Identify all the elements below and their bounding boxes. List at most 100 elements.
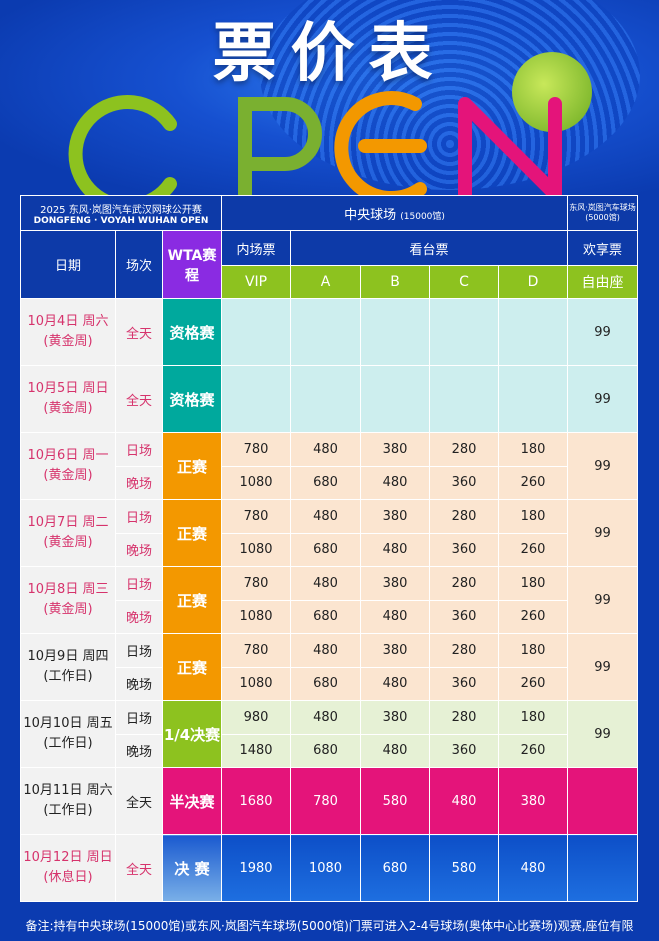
table-row: 10月9日 周四 (工作日) 日场 正赛 780 480 380 280 180 99 — [20, 633, 639, 701]
price-cell — [360, 298, 431, 366]
price-cell: 580 — [429, 834, 500, 902]
open-logo — [68, 91, 562, 204]
price-cell: 580 — [360, 767, 431, 835]
price-cell: 1080 — [221, 532, 292, 567]
day-type: (工作日) — [43, 803, 93, 818]
stage-cell: 资格赛 — [161, 298, 223, 366]
price-cell: 480 — [360, 465, 431, 500]
price-cell: 480 — [498, 834, 569, 902]
price-cell: 480 — [360, 532, 431, 567]
price-cell — [290, 298, 362, 366]
price-cell — [360, 365, 431, 433]
price-cell: 780 — [290, 767, 362, 835]
price-cell: 380 — [360, 700, 431, 735]
c-header: C — [429, 265, 500, 299]
fan-price-cell — [567, 834, 639, 902]
price-cell: 180 — [498, 566, 569, 601]
price-cell: 480 — [290, 432, 362, 467]
stage-cell: 正赛 — [161, 566, 223, 634]
vip-header: VIP — [221, 265, 292, 299]
price-cell: 360 — [429, 666, 500, 701]
session-cell: 晚场 — [115, 465, 163, 500]
price-cell: 180 — [498, 499, 569, 534]
voyah-court-capacity: (5000馆) — [585, 213, 620, 222]
table-row: 10月8日 周三 (黄金周) 日场 正赛 780 480 380 280 180 99 — [20, 566, 639, 634]
price-cell: 1080 — [221, 599, 292, 634]
table-row: 10月11日 周六 (工作日) 全天 半决赛 1680 780 580 480 380 — [20, 767, 639, 835]
page-title: 票价表 — [212, 17, 447, 91]
a-header: A — [290, 265, 362, 299]
session-header: 场次 — [115, 230, 163, 299]
session-cell: 日场 — [115, 432, 163, 467]
date-text: 10月7日 周二 — [27, 515, 109, 530]
table-row: 晚场 1080 680 480 360 260 — [21, 465, 638, 500]
session-cell: 日场 — [115, 633, 163, 668]
session-cell: 晚场 — [115, 733, 163, 768]
price-cell: 260 — [498, 465, 569, 500]
day-type: (工作日) — [43, 736, 93, 751]
date-cell: 10月8日 周三 (黄金周) — [20, 566, 116, 634]
price-cell: 280 — [429, 633, 500, 668]
price-cell: 380 — [498, 767, 569, 835]
price-cell: 680 — [290, 733, 362, 768]
price-cell: 1480 — [221, 733, 292, 768]
date-cell: 10月12日 周日 (休息日) — [20, 834, 116, 902]
date-cell: 10月11日 周六 (工作日) — [20, 767, 116, 835]
table-row: 10月12日 周日 (休息日) 全天决 赛 1980 1080 680 580 480 — [20, 834, 639, 902]
price-cell — [498, 365, 569, 433]
session-cell: 全天 — [115, 834, 163, 902]
price-cell — [429, 298, 500, 366]
event-name-en: DONGFENG · VOYAH WUHAN OPEN — [33, 215, 209, 226]
price-cell: 680 — [290, 666, 362, 701]
stage-cell: 正赛 — [161, 499, 223, 567]
session-cell: 晚场 — [115, 666, 163, 701]
free-seat-header: 自由座 — [567, 265, 639, 299]
d-header: D — [498, 265, 569, 299]
wta-header: WTA赛程 — [161, 230, 223, 299]
price-cell: 1980 — [221, 834, 292, 902]
price-cell: 680 — [290, 532, 362, 567]
footnote: 备注:持有中央球场(15000馆)或东风·岚图汽车球场(5000馆)门票可进入2… — [25, 919, 634, 933]
price-cell: 780 — [221, 432, 292, 467]
date-text: 10月5日 周日 — [27, 381, 109, 396]
price-cell: 360 — [429, 532, 500, 567]
day-type: (休息日) — [43, 870, 93, 885]
table-row: 10月6日 周一 (黄金周) 日场 正赛 780 480 380 280 180 99 — [20, 432, 639, 500]
price-cell: 360 — [429, 733, 500, 768]
stage-cell: 1/4决赛 — [161, 700, 223, 768]
price-cell: 380 — [360, 566, 431, 601]
date-header: 日期 — [20, 230, 116, 299]
price-cell: 180 — [498, 432, 569, 467]
session-cell: 全天 — [115, 767, 163, 835]
price-cell: 1080 — [221, 465, 292, 500]
stage-cell: 正赛 — [161, 432, 223, 500]
price-cell: 680 — [290, 599, 362, 634]
day-type: (黄金周) — [43, 334, 93, 349]
date-cell: 10月10日 周五 (工作日) — [20, 700, 116, 768]
day-type: (黄金周) — [43, 468, 93, 483]
voyah-court-header: 东风·岚图汽车球场 (5000馆) — [567, 195, 639, 231]
table-row: 10月10日 周五 (工作日) 日场 1/4决赛 980 480 380 280 180 99 — [20, 700, 639, 768]
price-cell: 380 — [360, 432, 431, 467]
table-row: 10月7日 周二 (黄金周) 日场 正赛 780 480 380 280 180 99 — [20, 499, 639, 567]
center-court-label: 中央球场 — [344, 207, 397, 223]
fan-price-cell: 99 — [567, 298, 639, 366]
price-cell: 280 — [429, 700, 500, 735]
date-cell: 10月5日 周日 (黄金周) — [20, 365, 116, 433]
price-cell: 280 — [429, 566, 500, 601]
event-name-cn: 2025 东风·岚图汽车武汉网球公开赛 — [40, 204, 202, 216]
table-row: 10月4日 周六 (黄金周) 全天 资格赛 99 — [20, 298, 639, 366]
price-cell: 480 — [290, 633, 362, 668]
voyah-court-label: 东风·岚图汽车球场 — [569, 203, 636, 212]
price-cell: 480 — [429, 767, 500, 835]
price-cell: 780 — [221, 633, 292, 668]
date-text: 10月4日 周六 — [27, 314, 109, 329]
date-text: 10月11日 周六 — [23, 783, 113, 798]
price-cell — [498, 298, 569, 366]
price-cell: 780 — [221, 499, 292, 534]
stage-cell: 半决赛 — [161, 767, 223, 835]
price-cell: 480 — [290, 700, 362, 735]
price-cell: 180 — [498, 633, 569, 668]
price-cell: 680 — [290, 465, 362, 500]
price-cell: 260 — [498, 733, 569, 768]
